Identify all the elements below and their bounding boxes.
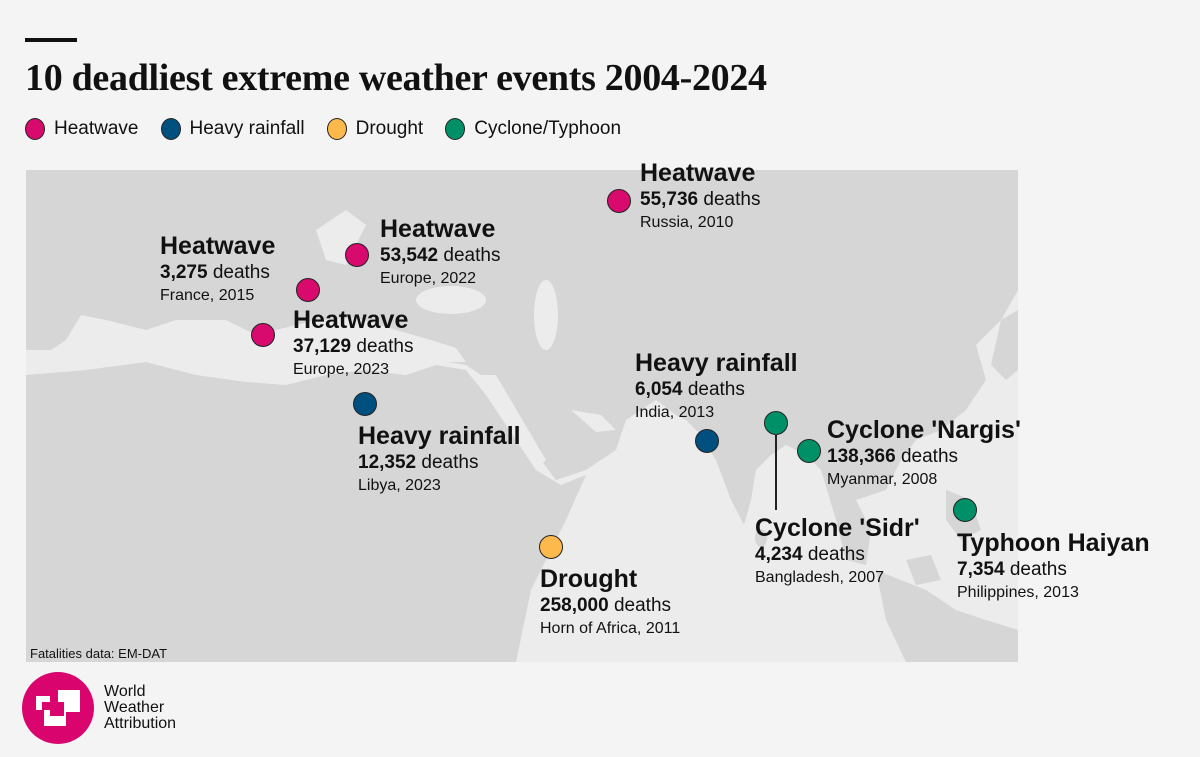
- legend-label: Drought: [355, 118, 424, 139]
- marker-sidr-cyclone[interactable]: [764, 411, 788, 435]
- marker-drought[interactable]: [539, 535, 563, 559]
- marker-russia-heatwave[interactable]: [607, 189, 631, 213]
- event-place: Horn of Africa, 2011: [540, 620, 681, 637]
- event-title: Typhoon Haiyan: [957, 529, 1150, 557]
- event-place: Europe, 2022: [380, 270, 477, 287]
- marker-nargis-cyclone[interactable]: [797, 439, 821, 463]
- event-title: Heavy rainfall: [635, 349, 798, 377]
- label-drought: Drought 258,000 deaths Horn of Africa, 201…: [540, 564, 680, 639]
- deaths-unit: deaths: [212, 262, 270, 283]
- label-europe-2022: Heatwave 53,542 deaths Europe, 2022: [380, 214, 500, 289]
- legend: Heatwave Heavy rainfall Drought Cyclone/…: [25, 118, 621, 140]
- deaths-unit: deaths: [687, 379, 745, 400]
- cyclone-dot-icon: [445, 118, 466, 140]
- event-deaths: 53,542 deaths: [380, 244, 500, 268]
- event-title: Cyclone 'Nargis': [827, 416, 1021, 444]
- label-haiyan: Typhoon Haiyan 7,354 deaths Philippines, 2…: [957, 528, 1150, 603]
- event-place: Libya, 2023: [358, 477, 441, 494]
- event-place: India, 2013: [635, 404, 715, 421]
- event-deaths: 4,234 deaths: [755, 543, 920, 567]
- death-count: 3,275: [160, 262, 208, 283]
- legend-label: Cyclone/Typhoon: [474, 118, 622, 139]
- legend-item-heatwave: Heatwave: [25, 118, 139, 140]
- event-place: France, 2015: [160, 287, 255, 304]
- event-title: Heatwave: [380, 215, 496, 243]
- deaths-unit: deaths: [900, 446, 959, 467]
- event-deaths: 3,275 deaths: [160, 261, 275, 285]
- event-deaths: 138,366 deaths: [827, 445, 1021, 469]
- drought-dot-icon: [326, 118, 347, 140]
- death-count: 258,000: [540, 595, 609, 616]
- death-count: 12,352: [358, 452, 417, 473]
- death-count: 6,054: [635, 379, 683, 400]
- event-title: Drought: [540, 565, 638, 593]
- deaths-unit: deaths: [703, 189, 761, 210]
- page-title: 10 deadliest extreme weather events 2004…: [25, 57, 767, 99]
- land-shapes: [26, 170, 1018, 662]
- deaths-unit: deaths: [807, 544, 865, 565]
- deaths-unit: deaths: [356, 336, 414, 357]
- label-france: Heatwave 3,275 deaths France, 2015: [160, 231, 275, 306]
- deaths-unit: deaths: [421, 452, 479, 473]
- death-count: 4,234: [755, 544, 803, 565]
- death-count: 138,366: [827, 446, 896, 467]
- deaths-unit: deaths: [613, 595, 672, 616]
- event-title: Heatwave: [293, 306, 409, 334]
- deaths-unit: deaths: [443, 245, 501, 266]
- legend-item-heavy-rainfall: Heavy rainfall: [160, 118, 305, 140]
- label-libya: Heavy rainfall 12,352 deaths Libya, 2023: [358, 421, 521, 496]
- event-title: Heavy rainfall: [358, 422, 521, 450]
- event-deaths: 55,736 deaths: [640, 188, 760, 212]
- marker-libya-rainfall[interactable]: [353, 392, 377, 416]
- event-title: Heatwave: [640, 159, 756, 187]
- event-place: Bangladesh, 2007: [755, 569, 884, 586]
- death-count: 37,129: [293, 336, 352, 357]
- logo-squares-icon: [36, 690, 80, 726]
- marker-haiyan-typhoon[interactable]: [953, 498, 977, 522]
- event-title: Cyclone 'Sidr': [755, 514, 920, 542]
- event-place: Russia, 2010: [640, 214, 734, 231]
- event-place: Philippines, 2013: [957, 584, 1079, 601]
- mediterranean-sea: [221, 318, 466, 383]
- legend-label: Heatwave: [54, 118, 139, 139]
- event-deaths: 7,354 deaths: [957, 558, 1150, 582]
- marker-india-rainfall[interactable]: [695, 429, 719, 453]
- islands-land: [876, 570, 1018, 662]
- logo-line: Attribution: [104, 715, 177, 732]
- event-place: Myanmar, 2008: [827, 471, 938, 488]
- event-deaths: 258,000 deaths: [540, 594, 680, 618]
- logo-text: World Weather Attribution: [104, 684, 176, 732]
- heavy-rainfall-dot-icon: [160, 118, 181, 140]
- event-deaths: 12,352 deaths: [358, 451, 521, 475]
- death-count: 53,542: [380, 245, 439, 266]
- label-europe-2023: Heatwave 37,129 deaths Europe, 2023: [293, 305, 413, 380]
- marker-france-heatwave[interactable]: [296, 278, 320, 302]
- eurasia-land: [26, 170, 1018, 565]
- event-place: Europe, 2023: [293, 361, 390, 378]
- label-nargis: Cyclone 'Nargis' 138,366 deaths Myanmar, 2…: [827, 415, 1021, 490]
- logo-line: World: [104, 683, 146, 700]
- sidr-leader-line: [775, 435, 777, 510]
- label-russia: Heatwave 55,736 deaths Russia, 2010: [640, 158, 760, 233]
- heatwave-dot-icon: [25, 118, 45, 140]
- logo-line: Weather: [104, 699, 165, 716]
- marker-europe-2023-heatwave[interactable]: [251, 323, 275, 347]
- event-title: Heatwave: [160, 232, 276, 260]
- legend-item-cyclone: Cyclone/Typhoon: [445, 118, 621, 140]
- label-india: Heavy rainfall 6,054 deaths India, 2013: [635, 348, 798, 423]
- deaths-unit: deaths: [1009, 559, 1067, 580]
- marker-europe-2022-heatwave[interactable]: [345, 243, 369, 267]
- africa-land: [26, 362, 586, 662]
- event-deaths: 6,054 deaths: [635, 378, 798, 402]
- title-rule: [25, 38, 77, 42]
- source-note: Fatalities data: EM-DAT: [30, 646, 168, 661]
- death-count: 55,736: [640, 189, 699, 210]
- event-deaths: 37,129 deaths: [293, 335, 413, 359]
- world-map: [26, 170, 1018, 662]
- label-sidr: Cyclone 'Sidr' 4,234 deaths Bangladesh, 20…: [755, 513, 920, 588]
- legend-item-drought: Drought: [326, 118, 424, 140]
- death-count: 7,354: [957, 559, 1005, 580]
- wwa-logo: [22, 672, 94, 744]
- legend-label: Heavy rainfall: [189, 118, 305, 139]
